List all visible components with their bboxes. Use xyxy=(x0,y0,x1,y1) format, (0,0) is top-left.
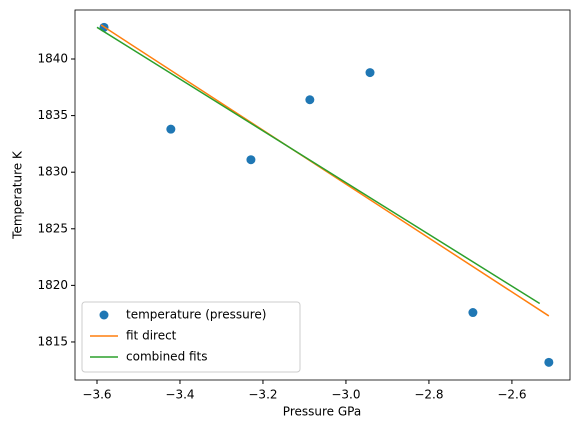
x-tick-label: −3.6 xyxy=(82,388,111,402)
x-tick-label: −3.0 xyxy=(331,388,360,402)
legend-label: fit direct xyxy=(126,329,177,343)
x-tick-label: −2.6 xyxy=(497,388,526,402)
legend-label: temperature (pressure) xyxy=(126,308,266,322)
y-tick-label: 1840 xyxy=(37,52,68,66)
x-axis-label: Pressure GPa xyxy=(283,405,361,419)
y-tick-label: 1820 xyxy=(37,278,68,292)
fit-line xyxy=(100,24,550,317)
data-point xyxy=(544,357,554,367)
axes-frame xyxy=(74,9,571,381)
y-tick-label: 1835 xyxy=(37,108,68,122)
x-tick-label: −2.8 xyxy=(414,388,443,402)
legend-box xyxy=(81,301,301,373)
x-tick-label: −3.2 xyxy=(248,388,277,402)
y-tick-label: 1830 xyxy=(37,165,68,179)
data-point xyxy=(468,308,478,318)
data-point xyxy=(365,68,375,78)
y-tick-label: 1815 xyxy=(37,334,68,348)
y-tick-label: 1825 xyxy=(37,221,68,235)
data-point xyxy=(246,155,256,165)
x-tick-label: −3.4 xyxy=(165,388,194,402)
fit-line xyxy=(96,26,541,305)
legend-label: combined fits xyxy=(126,350,208,364)
legend-marker xyxy=(99,310,109,320)
data-point xyxy=(166,124,176,134)
data-point xyxy=(305,95,315,105)
y-axis-label: Temperature K xyxy=(11,150,25,240)
